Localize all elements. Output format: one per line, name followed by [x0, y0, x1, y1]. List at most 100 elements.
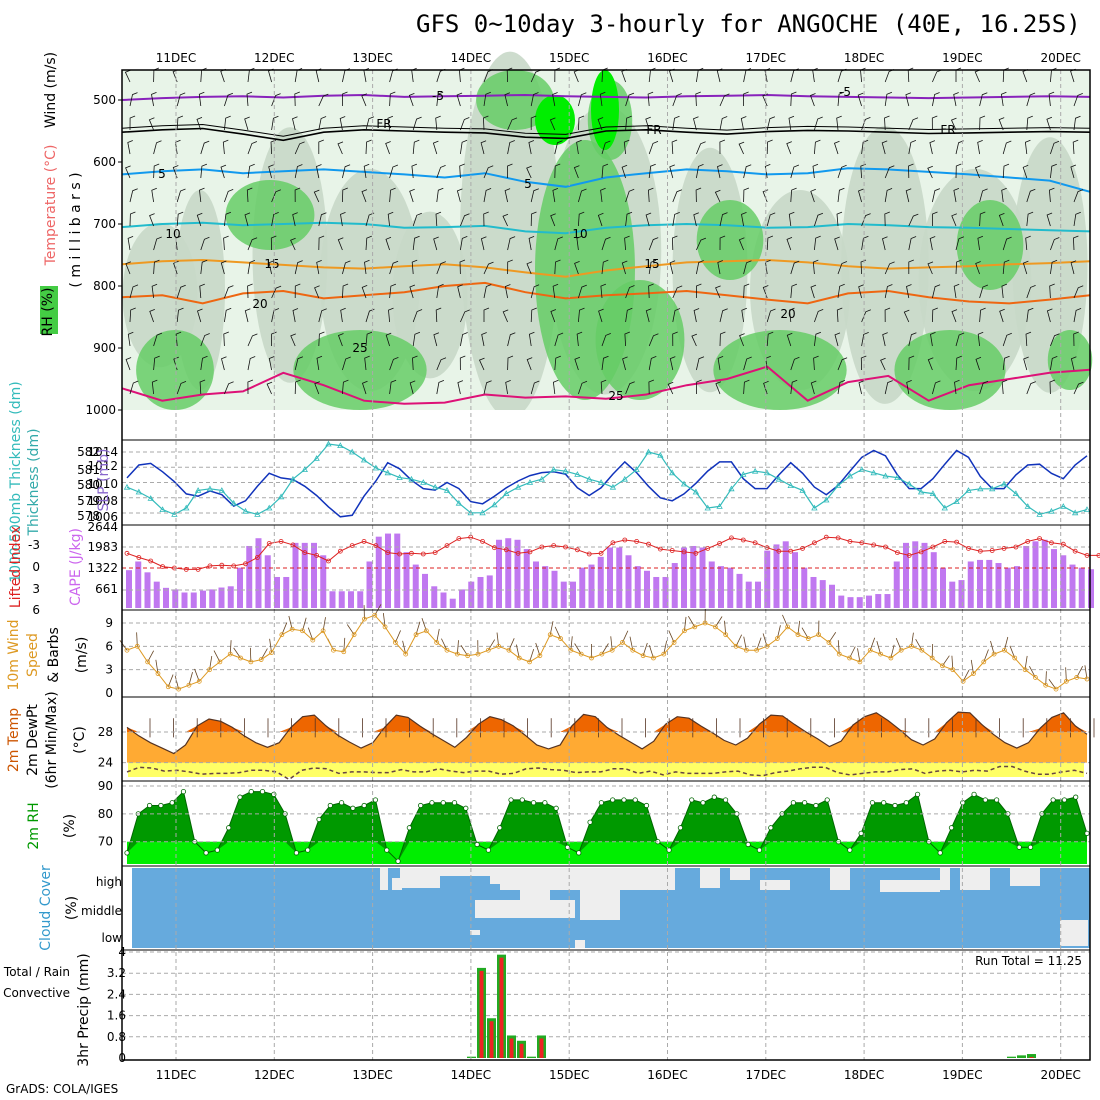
- lifted-index-point: [669, 548, 675, 553]
- lifted-index-point: [1025, 539, 1031, 544]
- wind-barb: [244, 212, 251, 227]
- thickness-point: [989, 485, 996, 492]
- wind-barb: [648, 237, 659, 251]
- wind-barb: [409, 380, 416, 395]
- lifted-index-point: [800, 546, 805, 551]
- wind-barb: [412, 331, 421, 347]
- rh2m-point: [169, 800, 175, 806]
- ytick-pressure: 1000: [85, 403, 116, 417]
- thickness-point: [455, 499, 463, 506]
- wind10m-point: [671, 640, 677, 645]
- wind-barb: [1001, 283, 1008, 299]
- rh2m-point: [666, 847, 672, 853]
- wind-barb: [129, 211, 136, 227]
- cape-bar: [1014, 566, 1020, 608]
- isotherm-line: [121, 167, 1091, 193]
- wind-barb: [932, 188, 941, 203]
- thickness-point: [882, 472, 889, 479]
- wind-barb: [526, 357, 533, 371]
- wind-barb: [1050, 140, 1060, 155]
- cape-bar: [727, 567, 734, 608]
- wind-barb: [929, 236, 936, 251]
- ytick-pressure: 500: [93, 93, 116, 107]
- wind-barb: [173, 260, 179, 275]
- thickness-point: [277, 493, 285, 500]
- wind-barb: [573, 165, 580, 179]
- wind-barb: [672, 331, 678, 347]
- wind-barb: [530, 307, 537, 323]
- rh2m-point: [847, 847, 853, 853]
- cloud-gap: [650, 868, 670, 888]
- wind-barb: [340, 307, 346, 323]
- wind-barb: [1072, 235, 1079, 251]
- wind10m-point: [217, 659, 223, 665]
- precip-bar: [467, 1056, 476, 1058]
- wind-barb: [149, 309, 155, 323]
- cape-bar: [607, 547, 613, 608]
- wind-barb: [1026, 285, 1036, 299]
- wind-barb: [552, 188, 559, 203]
- wind-barb: [342, 187, 348, 203]
- cape-bar: [274, 576, 280, 608]
- wind-barb: [932, 92, 940, 107]
- wind-barb: [1050, 259, 1058, 275]
- wind-barb: [1048, 91, 1055, 107]
- cape-bar: [385, 533, 391, 608]
- chart-title: GFS 0~10day 3-hourly for ANGOCHE (40E, 1…: [416, 10, 1081, 38]
- wind10m-point: [165, 684, 171, 690]
- rh2m-point: [214, 847, 220, 853]
- wind-barb: [200, 236, 210, 251]
- ylabel-rh2m: 2m RH: [26, 802, 42, 849]
- wind-barb: [481, 332, 487, 347]
- wind-barb: [435, 115, 441, 131]
- wind-barb: [998, 117, 1005, 131]
- wind-barb: [1025, 331, 1032, 347]
- lifted-index-point: [681, 549, 687, 555]
- lifted-index-point: [183, 567, 189, 572]
- cape-bar: [1032, 541, 1039, 608]
- cape-bar: [338, 591, 345, 608]
- wind10m-point: [692, 624, 698, 630]
- thickness-point: [1036, 511, 1043, 517]
- wind-barb: [809, 93, 816, 107]
- wind-barb: [271, 189, 281, 203]
- wind10m-point: [475, 651, 481, 657]
- cape-bar: [144, 572, 151, 608]
- xtick-bottom-label: 13DEC: [352, 1068, 392, 1082]
- lifted-index-point: [776, 548, 782, 554]
- wind-barb: [672, 212, 680, 227]
- thickness-line: [126, 443, 1088, 516]
- thickness-point: [692, 488, 700, 495]
- wind-barb: [715, 285, 721, 299]
- contour-label: 10: [572, 227, 587, 241]
- wind-barb: [578, 380, 588, 395]
- lifted-index-point: [847, 539, 853, 544]
- wind-barb: [1048, 187, 1055, 203]
- wind-barb: [786, 237, 793, 251]
- wind-barb: [625, 115, 632, 131]
- ytick-precip: 0.8: [107, 1030, 126, 1044]
- wind10m-point: [940, 663, 945, 669]
- cape-bar: [801, 567, 808, 608]
- wind-barb: [578, 307, 585, 323]
- wind-barb: [696, 356, 705, 371]
- rh-area-wet: [956, 200, 1024, 290]
- precip-bar-convective: [499, 957, 504, 1058]
- ytick-pressure: 900: [93, 341, 116, 355]
- ytick-slp: 1012: [87, 459, 118, 473]
- wind-barb: [950, 117, 957, 131]
- wind-barb: [457, 380, 464, 395]
- xtick-top-label: 16DEC: [647, 51, 687, 65]
- contour-label: FR: [940, 123, 955, 137]
- wind-barb: [550, 309, 557, 323]
- rh-area-wet: [894, 330, 1006, 410]
- wind-barb: [362, 380, 368, 395]
- wind-barb: [741, 212, 747, 227]
- wind-barb: [435, 307, 442, 323]
- wind-barb: [342, 91, 348, 107]
- ytick-pressure: 700: [93, 217, 116, 231]
- wind-barb: [389, 283, 397, 299]
- cape-bar: [292, 542, 299, 608]
- wind-barb: [693, 116, 699, 131]
- wind-barb: [389, 260, 399, 275]
